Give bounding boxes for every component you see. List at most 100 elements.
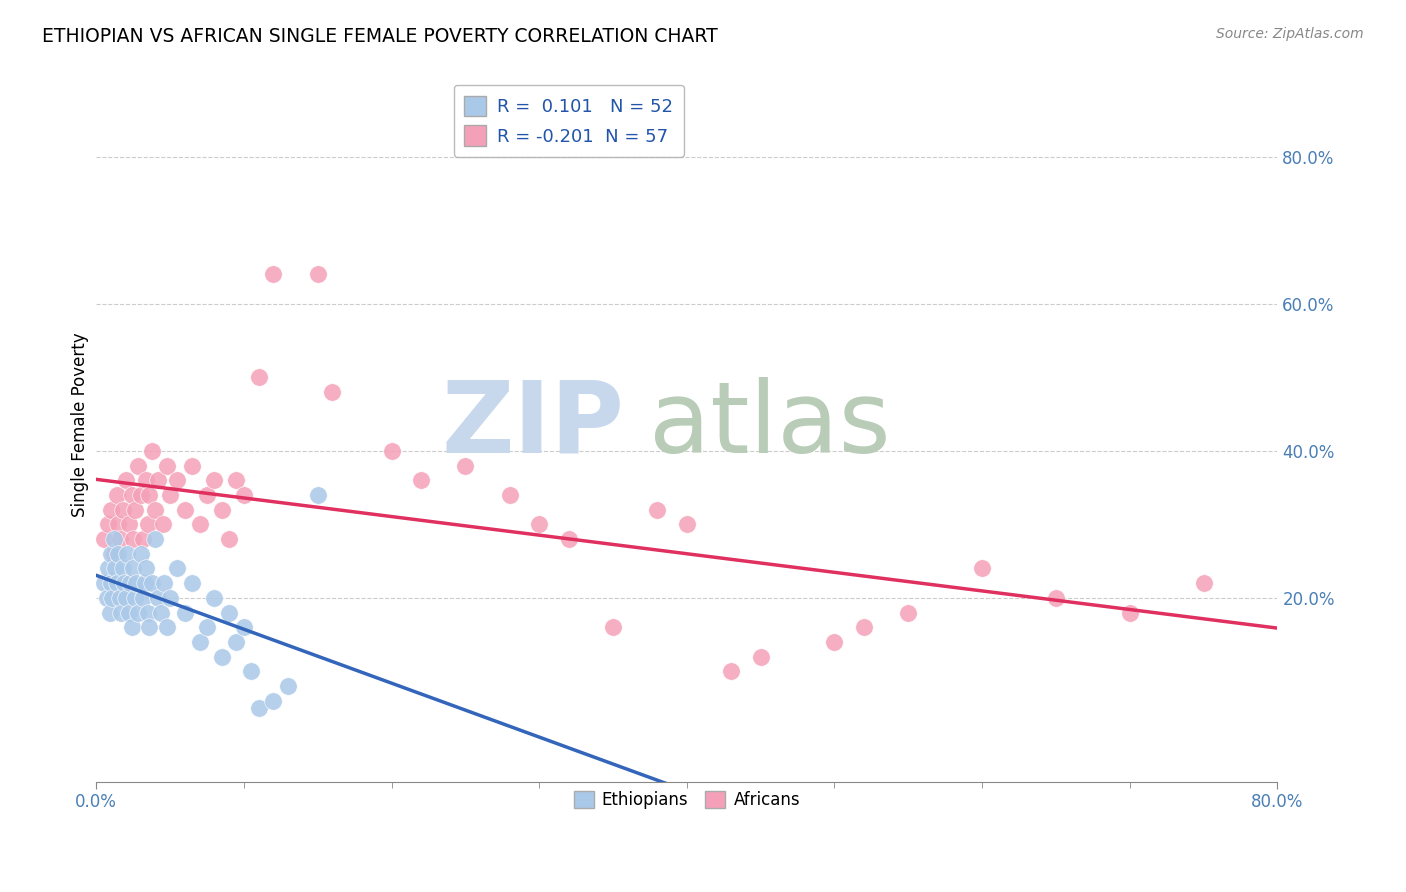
Point (557, 532, 579, 546)
Point (104, 561, 127, 575)
Point (115, 547, 138, 561)
Point (118, 606, 141, 620)
Point (1119, 606, 1142, 620)
Point (103, 547, 125, 561)
Point (645, 502, 668, 516)
Point (105, 576, 128, 591)
Point (97, 517, 120, 532)
Point (1192, 576, 1215, 591)
Point (100, 502, 122, 516)
Point (141, 576, 163, 591)
Point (173, 606, 195, 620)
Point (247, 370, 270, 384)
Point (262, 268, 284, 282)
Point (195, 488, 218, 502)
Point (108, 532, 131, 546)
Point (277, 679, 299, 693)
Point (97, 561, 120, 575)
Point (749, 649, 772, 664)
Point (93, 576, 115, 591)
Text: atlas: atlas (648, 376, 890, 474)
Point (321, 384, 343, 399)
Point (135, 473, 157, 487)
Point (232, 488, 254, 502)
Point (225, 635, 247, 649)
Point (240, 665, 263, 679)
Point (173, 502, 195, 516)
Point (152, 517, 174, 532)
Point (141, 443, 163, 458)
Point (218, 606, 240, 620)
Legend: Ethiopians, Africans: Ethiopians, Africans (567, 785, 807, 816)
Point (409, 473, 432, 487)
Point (852, 620, 875, 634)
Point (720, 665, 742, 679)
Point (132, 591, 155, 605)
Point (135, 561, 157, 575)
Point (100, 547, 122, 561)
Point (247, 701, 270, 715)
Point (181, 576, 204, 591)
Point (675, 517, 697, 532)
Point (188, 635, 211, 649)
Point (232, 620, 254, 634)
Point (195, 620, 218, 634)
Point (98, 606, 121, 620)
Point (202, 591, 225, 605)
Point (380, 443, 402, 458)
Point (602, 620, 624, 634)
Point (125, 576, 148, 591)
Point (101, 591, 124, 605)
Point (96, 591, 118, 605)
Point (159, 488, 181, 502)
Point (114, 591, 136, 605)
Point (93, 532, 115, 546)
Point (148, 473, 170, 487)
Point (211, 649, 233, 664)
Point (107, 517, 129, 532)
Point (454, 458, 477, 473)
Point (112, 576, 135, 591)
Text: ETHIOPIAN VS AFRICAN SINGLE FEMALE POVERTY CORRELATION CHART: ETHIOPIAN VS AFRICAN SINGLE FEMALE POVER… (42, 27, 718, 45)
Point (225, 473, 247, 487)
Point (138, 488, 160, 502)
Point (107, 547, 129, 561)
Point (166, 561, 188, 575)
Point (138, 620, 160, 634)
Point (143, 532, 166, 546)
Point (122, 532, 145, 546)
Point (307, 488, 329, 502)
Point (127, 606, 149, 620)
Point (129, 547, 152, 561)
Point (897, 606, 920, 620)
Point (159, 591, 181, 605)
Point (120, 576, 142, 591)
Point (166, 473, 188, 487)
Point (100, 576, 122, 591)
Point (114, 473, 136, 487)
Text: Source: ZipAtlas.com: Source: ZipAtlas.com (1216, 27, 1364, 41)
Point (211, 502, 233, 516)
Point (143, 502, 166, 516)
Point (150, 606, 173, 620)
Point (121, 620, 143, 634)
Point (124, 591, 146, 605)
Point (105, 488, 128, 502)
Point (132, 532, 155, 546)
Point (148, 591, 170, 605)
Point (136, 517, 159, 532)
Point (136, 606, 159, 620)
Y-axis label: Single Female Poverty: Single Female Poverty (72, 333, 89, 517)
Point (108, 591, 131, 605)
Point (156, 620, 179, 634)
Point (127, 458, 149, 473)
Point (972, 561, 994, 575)
Point (307, 268, 329, 282)
Text: ZIP: ZIP (441, 376, 624, 474)
Point (124, 502, 146, 516)
Point (823, 635, 845, 649)
Point (527, 517, 550, 532)
Point (181, 458, 204, 473)
Point (134, 576, 156, 591)
Point (111, 502, 134, 516)
